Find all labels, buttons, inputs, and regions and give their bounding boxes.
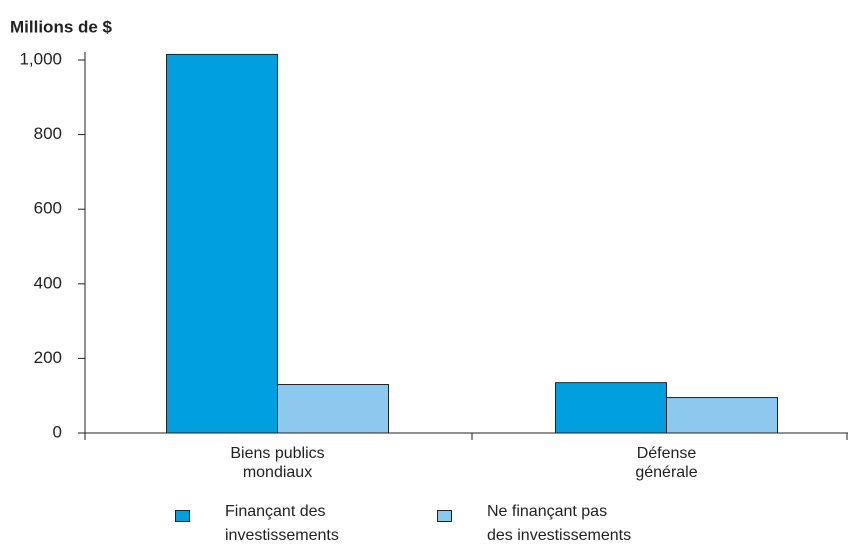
y-tick-label: 800 [34,124,62,143]
y-tick-label: 0 [53,422,62,441]
legend-swatch [437,510,452,522]
bar [555,382,667,434]
bar [666,397,778,434]
x-tick-label: Défense générale [635,445,698,481]
x-tick-label: Biens publics mondiaux [230,445,325,481]
legend-label: Finançant des investissements [225,503,339,544]
y-tick-label: 400 [34,273,62,292]
y-tick-label: 200 [34,348,62,367]
bar [277,384,389,434]
y-tick-label: 600 [34,199,62,218]
y-tick-label: 1,000 [19,49,62,68]
bar [166,53,278,434]
legend-swatch [175,510,190,522]
legend-label: Ne finançant pas des investissements [487,503,632,544]
chart-title: Millions de $ [10,17,113,36]
